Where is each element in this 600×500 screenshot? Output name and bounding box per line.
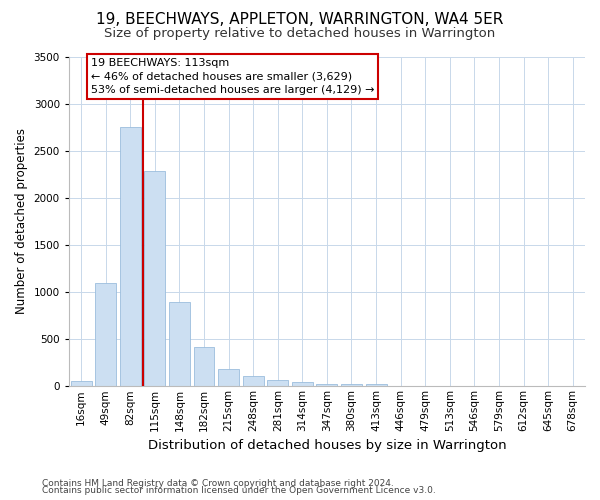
Text: 19 BEECHWAYS: 113sqm
← 46% of detached houses are smaller (3,629)
53% of semi-de: 19 BEECHWAYS: 113sqm ← 46% of detached h…: [91, 58, 374, 95]
Bar: [341, 384, 362, 386]
X-axis label: Distribution of detached houses by size in Warrington: Distribution of detached houses by size …: [148, 440, 506, 452]
Bar: [316, 384, 337, 386]
Bar: [365, 384, 386, 386]
Bar: [95, 282, 116, 387]
Bar: [268, 380, 288, 386]
Bar: [71, 381, 92, 386]
Bar: [194, 347, 214, 387]
Y-axis label: Number of detached properties: Number of detached properties: [15, 128, 28, 314]
Bar: [120, 127, 141, 386]
Bar: [218, 369, 239, 386]
Bar: [169, 302, 190, 386]
Text: Size of property relative to detached houses in Warrington: Size of property relative to detached ho…: [104, 28, 496, 40]
Bar: [292, 382, 313, 386]
Text: 19, BEECHWAYS, APPLETON, WARRINGTON, WA4 5ER: 19, BEECHWAYS, APPLETON, WARRINGTON, WA4…: [97, 12, 503, 28]
Bar: [243, 376, 263, 386]
Text: Contains public sector information licensed under the Open Government Licence v3: Contains public sector information licen…: [42, 486, 436, 495]
Text: Contains HM Land Registry data © Crown copyright and database right 2024.: Contains HM Land Registry data © Crown c…: [42, 478, 394, 488]
Bar: [145, 172, 166, 386]
